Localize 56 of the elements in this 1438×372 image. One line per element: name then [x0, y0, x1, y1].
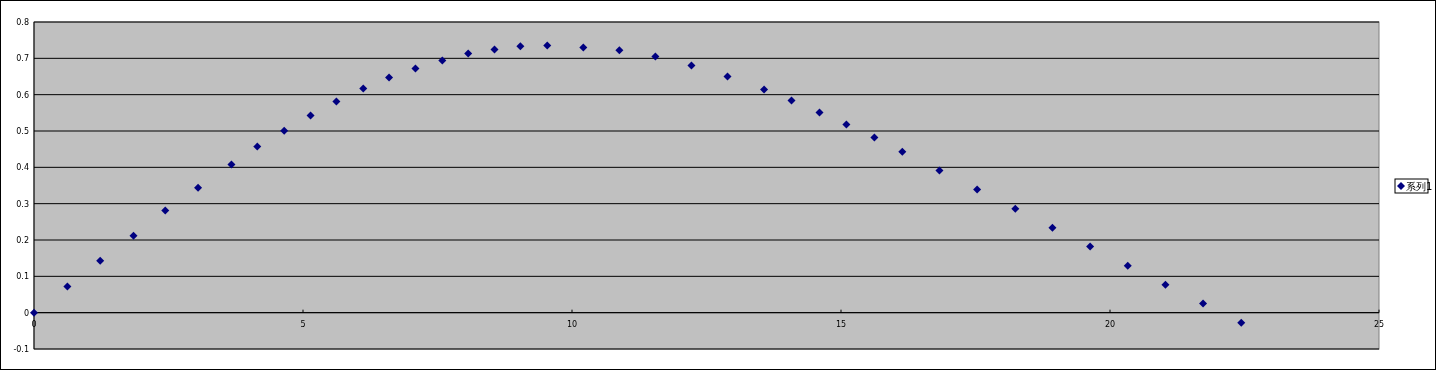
x-tick-label: 5 [300, 319, 306, 329]
point [1237, 318, 1246, 327]
point [973, 185, 982, 194]
y-tick-label: -0.1 [13, 345, 29, 354]
point [787, 96, 796, 105]
point [227, 160, 236, 169]
y-tick-label: 0.3 [16, 199, 29, 209]
point [815, 108, 824, 117]
point [1011, 204, 1020, 213]
y-tick-label: 0.8 [16, 18, 29, 27]
point [359, 84, 368, 93]
point [543, 41, 552, 50]
point [1161, 280, 1170, 289]
point [898, 147, 907, 156]
point [1086, 242, 1095, 251]
y-tick-label: 0.2 [16, 236, 29, 245]
point [1048, 223, 1057, 232]
point [194, 183, 203, 192]
y-tick-label: 0.7 [16, 54, 29, 64]
point [464, 49, 473, 58]
point [687, 61, 696, 70]
y-tick-label: 0.5 [16, 127, 29, 136]
x-tick-label: 25 [1373, 319, 1385, 329]
point [842, 120, 851, 129]
x-tick-label: 15 [835, 319, 847, 329]
x-tick-label: 10 [566, 319, 578, 329]
point [161, 206, 170, 215]
point [579, 43, 588, 52]
point [280, 126, 289, 135]
point [760, 85, 769, 94]
legend-label: 系列1 [1406, 181, 1433, 192]
point [253, 142, 262, 151]
point [411, 64, 420, 73]
y-tick-label: 0.6 [16, 90, 29, 100]
point [306, 111, 315, 120]
point [723, 72, 732, 81]
point [651, 52, 660, 61]
point [96, 256, 105, 265]
legend: 系列1 [1394, 178, 1433, 194]
y-tick-label: 0 [23, 308, 29, 318]
point [490, 45, 499, 54]
y-tick-label: 0.4 [16, 163, 29, 173]
y-tick-label: 0.1 [16, 272, 29, 282]
point [438, 56, 447, 65]
point [1199, 299, 1208, 308]
point [1123, 261, 1132, 270]
x-tick-label: 20 [1104, 319, 1116, 329]
point [332, 97, 341, 106]
point [935, 166, 944, 175]
point [870, 133, 879, 142]
point [615, 46, 624, 55]
point [516, 42, 525, 51]
point [129, 231, 138, 240]
point [385, 73, 394, 82]
x-tick-label: 0 [31, 319, 37, 329]
point [63, 282, 72, 291]
